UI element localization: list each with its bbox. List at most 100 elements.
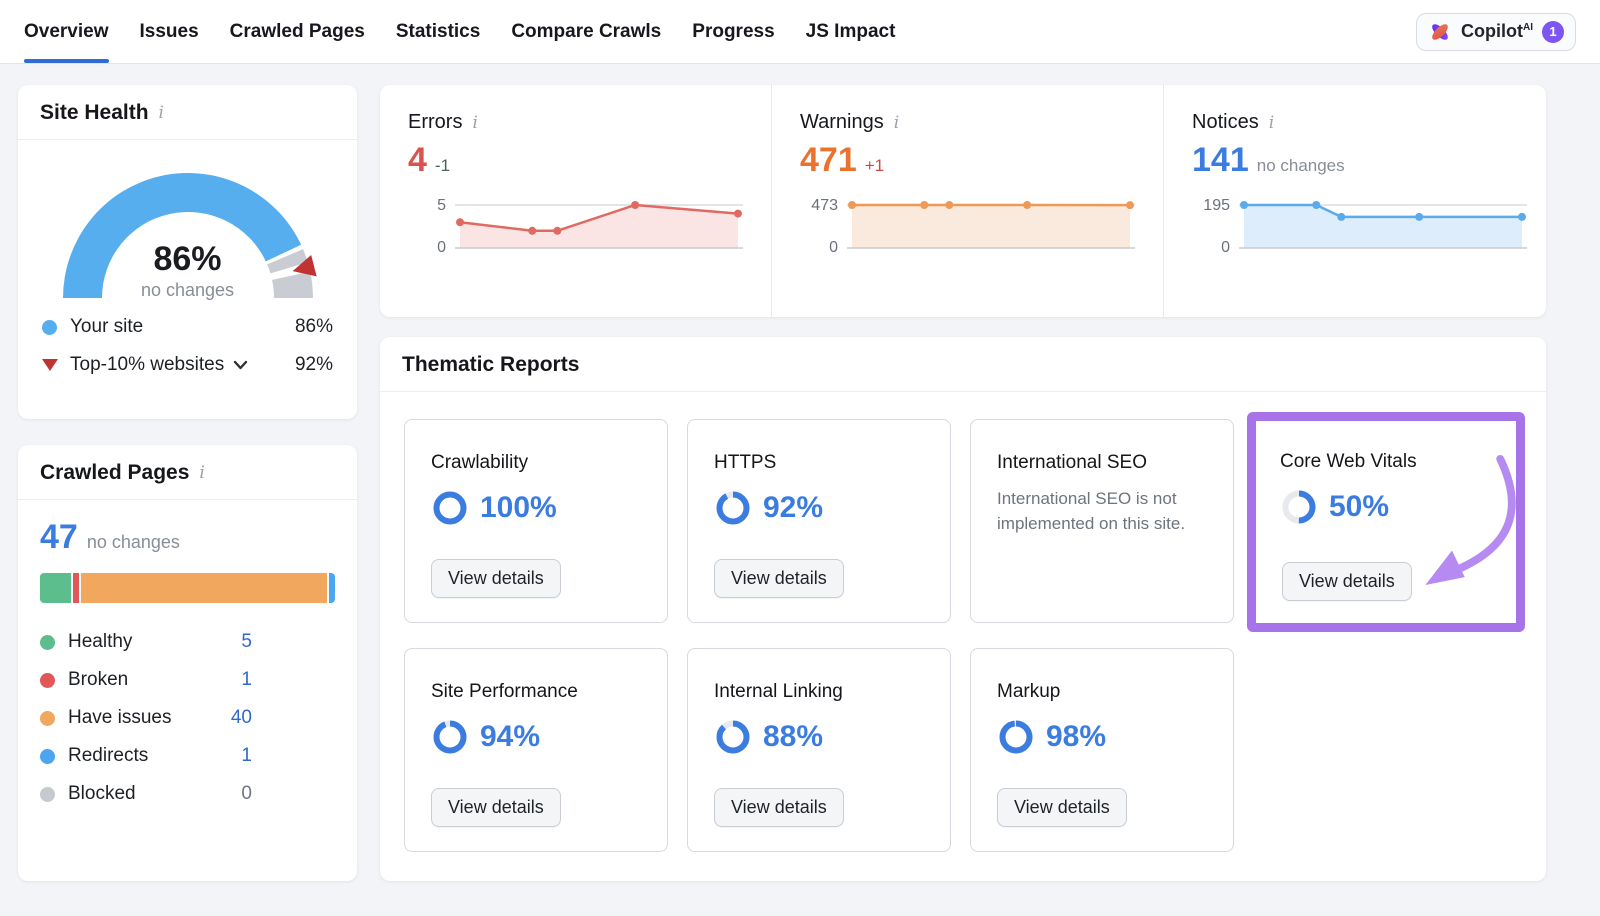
core-web-vitals-title: Core Web Vitals [1280, 451, 1417, 472]
core-web-vitals-donut [1282, 490, 1316, 524]
international-seo-note: International SEO is not implemented on … [997, 489, 1186, 533]
view-details-button[interactable]: View details [714, 559, 844, 598]
warnings-trend-chart [847, 201, 1135, 249]
errors-delta: -1 [434, 156, 451, 175]
tab-overview[interactable]: Overview [24, 0, 109, 63]
view-details-button[interactable]: View details [431, 788, 561, 827]
info-icon[interactable]: i [472, 112, 478, 133]
view-details-button[interactable]: View details [431, 559, 561, 598]
stat-column-notices: Notices i 141 no changes 195 0 [1163, 85, 1555, 317]
https-donut [716, 491, 750, 525]
blocked-label: Blocked [68, 783, 136, 804]
markup-title: Markup [997, 681, 1061, 702]
tab-compare-crawls[interactable]: Compare Crawls [511, 20, 662, 42]
markup-percent: 98% [1046, 720, 1107, 753]
internal-linking-title: Internal Linking [714, 681, 843, 702]
report-card-markup: Markup 98% View details [970, 648, 1234, 852]
warnings-delta: +1 [864, 156, 885, 175]
site-performance-percent: 94% [480, 720, 541, 753]
report-card-site-performance: Site Performance 94% View details [404, 648, 668, 852]
thematic-reports-title: Thematic Reports [402, 353, 580, 376]
breakdown-row-broken: Broken 1 [40, 661, 252, 699]
crawlability-percent: 100% [480, 491, 557, 524]
chevron-down-icon[interactable] [233, 360, 248, 370]
redirects-dot [40, 748, 55, 764]
broken-value[interactable]: 1 [241, 669, 252, 690]
bar-segment [80, 573, 327, 603]
bar-segment [72, 573, 79, 603]
site-health-gauge: 86% no changes [18, 148, 357, 304]
notices-value[interactable]: 141 [1192, 141, 1249, 179]
tab-crawled-pages[interactable]: Crawled Pages [229, 20, 365, 42]
thematic-reports-header: Thematic Reports [380, 337, 1546, 392]
warnings-title: Warnings [800, 111, 884, 133]
your-site-dot [42, 319, 57, 335]
report-card-international-seo: International SEO International SEO is n… [970, 419, 1234, 623]
redirects-value[interactable]: 1 [241, 745, 252, 766]
tab-statistics[interactable]: Statistics [395, 20, 481, 42]
top10-value: 92% [294, 354, 333, 375]
tab-progress[interactable]: Progress [692, 20, 775, 42]
international-seo-title: International SEO [997, 452, 1147, 473]
copilot-label: CopilotAI [1461, 21, 1533, 41]
notices-title: Notices [1192, 111, 1259, 133]
bar-segment [328, 573, 335, 603]
view-details-button[interactable]: View details [997, 788, 1127, 827]
pages-breakdown-bar [40, 573, 335, 603]
site-health-header: Site Health i [18, 85, 357, 140]
crawled-pages-count: 47 [40, 518, 78, 556]
core-web-vitals-percent: 50% [1329, 490, 1390, 523]
internal-linking-donut [716, 720, 750, 754]
broken-dot [40, 672, 55, 688]
crawlability-donut [433, 491, 467, 525]
site-performance-donut [433, 720, 467, 754]
bar-segment [40, 573, 71, 603]
crawled-pages-change: no changes [86, 532, 180, 552]
view-details-button[interactable]: View details [714, 788, 844, 827]
report-card-https: HTTPS 92% View details [687, 419, 951, 623]
info-icon[interactable]: i [199, 463, 205, 483]
markup-donut [999, 720, 1033, 754]
info-icon[interactable]: i [158, 103, 164, 123]
info-icon[interactable]: i [1268, 112, 1275, 133]
your-site-value: 86% [294, 316, 333, 337]
stat-column-warnings: Warnings i 471 +1 473 0 [771, 85, 1163, 317]
top-navigation: Overview Issues Crawled Pages Statistics… [0, 0, 1600, 64]
site-health-legend: Your site 86% Top-10% websites 92% [18, 304, 357, 376]
have-issues-value[interactable]: 40 [230, 707, 252, 728]
view-details-button[interactable]: View details [1282, 562, 1412, 601]
breakdown-row-redirects: Redirects 1 [40, 737, 252, 775]
notices-trend-chart [1239, 201, 1527, 249]
have-issues-label: Have issues [68, 707, 172, 728]
thematic-reports-grid: Crawlability 100% View details HTTPS 92%… [380, 392, 1546, 879]
breakdown-row-have-issues: Have issues 40 [40, 699, 252, 737]
copilot-badge: 1 [1542, 20, 1564, 43]
tab-js-impact[interactable]: JS Impact [805, 20, 896, 42]
redirects-label: Redirects [68, 745, 149, 766]
site-performance-title: Site Performance [431, 681, 578, 702]
core-web-vitals-highlight-box: Core Web Vitals 50% View details [1247, 412, 1525, 632]
thematic-reports-card: Thematic Reports Crawlability 100% View … [380, 337, 1546, 881]
copilot-icon [1428, 20, 1452, 44]
breakdown-row-healthy: Healthy 5 [40, 623, 252, 661]
notices-axis: 195 0 [1203, 197, 1230, 256]
health-gauge-chart [62, 173, 317, 298]
breakdown-row-blocked: Blocked 0 [40, 775, 252, 813]
crawlability-title: Crawlability [431, 452, 529, 473]
copilot-button[interactable]: CopilotAI 1 [1416, 12, 1576, 51]
blocked-value: 0 [241, 783, 252, 804]
warnings-value[interactable]: 471 [800, 141, 857, 179]
notices-delta: no changes [1256, 156, 1345, 175]
errors-value[interactable]: 4 [408, 141, 427, 179]
info-icon[interactable]: i [893, 112, 900, 133]
broken-label: Broken [68, 669, 129, 690]
healthy-label: Healthy [68, 631, 133, 652]
tab-issues[interactable]: Issues [139, 20, 199, 42]
top10-label: Top-10% websites [70, 354, 225, 375]
healthy-value[interactable]: 5 [241, 631, 252, 652]
crawled-pages-card: Crawled Pages i 47 no changes Healthy 5 … [18, 445, 357, 881]
nav-tabs: Overview Issues Crawled Pages Statistics… [24, 0, 895, 63]
